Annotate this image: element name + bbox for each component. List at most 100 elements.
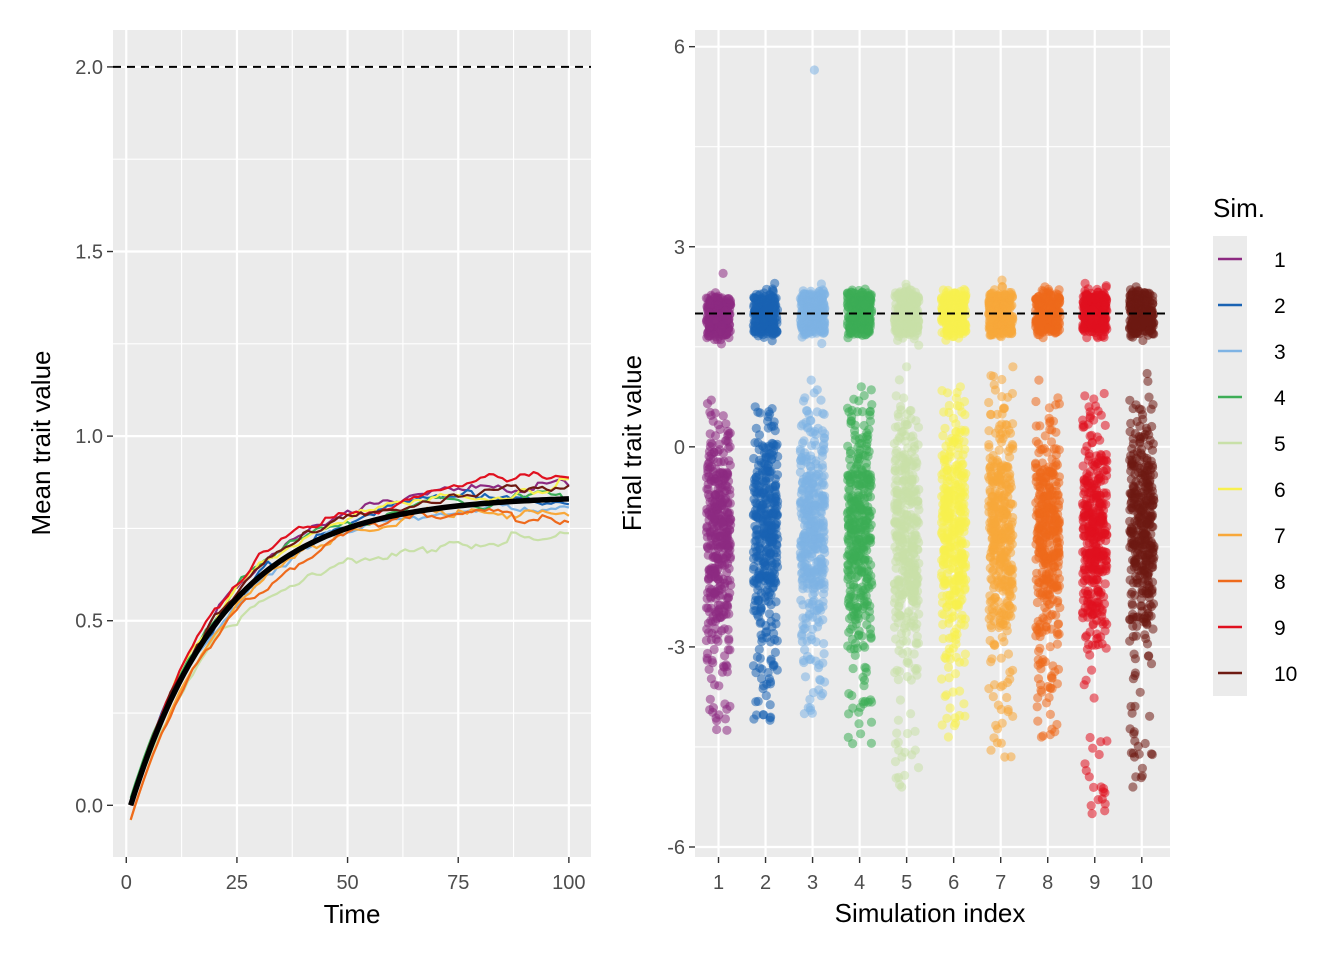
right-points-group-2 [748,278,783,725]
right-point [1006,482,1016,492]
right-point [771,619,781,629]
right-point [763,516,773,526]
right-point [768,324,778,335]
left-x-tick-label: 75 [447,872,469,894]
right-point [719,582,730,592]
right-point [1002,692,1012,703]
right-point [848,663,858,674]
right-point [804,611,815,621]
right-point [866,738,877,748]
right-point [753,596,763,606]
left-series-line-5 [129,531,569,806]
right-point [943,662,954,673]
right-point [809,567,819,577]
right-point [847,514,857,524]
right-point [902,510,912,520]
right-point [709,330,719,340]
right-point [939,407,949,417]
right-point [716,339,727,349]
right-point [703,574,714,584]
right-point [704,451,714,461]
right-point [937,555,947,565]
right-point [889,622,900,632]
right-point [706,395,716,405]
right-point [1041,621,1051,632]
right-scatter-points [695,65,1170,819]
right-point [861,516,872,526]
right-point [764,609,775,619]
right-point [951,635,961,645]
right-point [1046,611,1056,621]
right-point [892,728,902,738]
right-point [714,445,725,455]
right-point [943,732,954,742]
right-point [937,591,948,601]
right-point [842,320,853,330]
right-point [1032,624,1042,634]
right-point [761,453,771,463]
right-point [705,299,715,309]
right-point [765,715,775,725]
right-point [818,447,828,457]
right-point [864,425,874,435]
right-point [851,461,862,471]
right-point [985,314,996,324]
right-point [938,431,948,441]
right-point [1003,707,1013,717]
right-point [813,522,824,532]
right-point [1054,472,1064,482]
right-point [702,333,712,343]
right-point [713,420,724,430]
right-point [714,509,724,519]
right-point [813,557,823,567]
right-point [985,475,995,485]
right-point [761,473,772,483]
right-point [1031,396,1041,407]
right-point [862,534,872,544]
right-point [942,713,952,723]
right-point [714,681,724,691]
right-point [758,710,769,720]
right-point [759,681,769,691]
right-point [724,635,734,646]
right-point [893,675,904,685]
right-point [846,644,856,654]
left-x-tick-label: 0 [121,872,132,894]
right-point [771,489,781,499]
right-point [1008,665,1018,675]
right-point [903,655,913,666]
right-point [846,590,856,600]
right-point [804,309,814,320]
right-point [901,470,911,481]
right-point [955,587,965,597]
right-point [704,607,715,617]
right-point [991,502,1001,512]
right-point [771,597,781,607]
right-point [754,644,764,655]
left-x-axis-title: Time [324,899,381,929]
right-point [1031,472,1041,482]
left-x-tick-label: 25 [226,872,248,894]
right-point [993,700,1004,710]
right-point [716,326,726,336]
right-point [893,476,903,486]
right-point [798,324,809,334]
right-point [759,318,769,328]
right-point [844,407,854,417]
left-y-tick-label: 2.0 [75,57,103,79]
right-point [716,457,726,467]
right-point [902,362,912,372]
right-point [860,451,870,461]
right-point [819,577,829,587]
right-point [749,553,759,564]
right-point [850,551,860,561]
right-point [958,300,968,310]
right-point [723,294,734,304]
right-point [989,583,999,593]
right-point [765,587,775,598]
right-point [723,645,733,655]
right-point [949,555,959,565]
